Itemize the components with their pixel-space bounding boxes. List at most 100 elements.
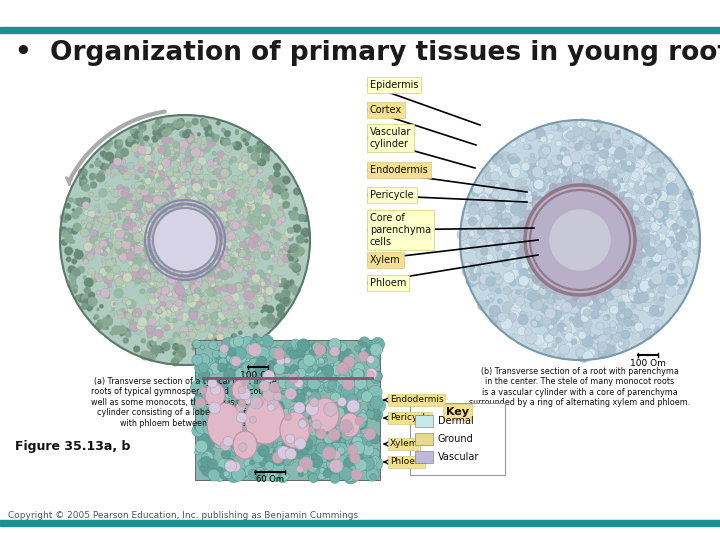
Circle shape bbox=[220, 193, 224, 198]
Circle shape bbox=[117, 276, 124, 282]
Circle shape bbox=[172, 235, 176, 240]
Circle shape bbox=[202, 244, 207, 249]
Circle shape bbox=[584, 154, 594, 165]
Circle shape bbox=[621, 308, 633, 319]
Circle shape bbox=[583, 247, 595, 259]
Circle shape bbox=[580, 246, 585, 252]
Circle shape bbox=[177, 206, 182, 211]
Circle shape bbox=[598, 246, 607, 254]
Circle shape bbox=[676, 228, 680, 233]
Circle shape bbox=[184, 231, 189, 237]
Circle shape bbox=[568, 242, 574, 248]
Circle shape bbox=[182, 172, 191, 180]
Circle shape bbox=[168, 256, 175, 264]
Circle shape bbox=[196, 284, 205, 293]
Circle shape bbox=[222, 217, 228, 222]
Circle shape bbox=[495, 184, 500, 189]
Circle shape bbox=[639, 192, 650, 203]
Circle shape bbox=[469, 274, 480, 284]
Circle shape bbox=[129, 320, 134, 325]
Circle shape bbox=[643, 303, 652, 313]
Circle shape bbox=[153, 258, 161, 265]
Circle shape bbox=[578, 238, 582, 243]
Circle shape bbox=[582, 235, 587, 240]
Circle shape bbox=[655, 211, 665, 220]
Circle shape bbox=[145, 172, 154, 181]
Circle shape bbox=[184, 230, 188, 234]
Circle shape bbox=[636, 229, 646, 238]
Circle shape bbox=[186, 162, 191, 166]
Circle shape bbox=[681, 268, 690, 277]
Circle shape bbox=[547, 341, 559, 353]
Circle shape bbox=[208, 469, 220, 481]
Circle shape bbox=[228, 381, 237, 390]
Circle shape bbox=[238, 410, 246, 419]
Circle shape bbox=[554, 298, 559, 303]
Circle shape bbox=[593, 265, 598, 269]
Circle shape bbox=[279, 188, 283, 192]
Circle shape bbox=[218, 246, 228, 255]
Circle shape bbox=[239, 241, 246, 248]
Circle shape bbox=[194, 220, 204, 229]
Circle shape bbox=[519, 220, 529, 229]
Circle shape bbox=[247, 270, 256, 278]
Circle shape bbox=[140, 288, 145, 294]
Circle shape bbox=[194, 264, 203, 273]
Circle shape bbox=[171, 231, 178, 238]
Circle shape bbox=[562, 127, 569, 133]
Circle shape bbox=[654, 295, 665, 306]
Circle shape bbox=[246, 196, 255, 205]
Circle shape bbox=[670, 285, 680, 295]
Circle shape bbox=[523, 267, 528, 271]
Circle shape bbox=[490, 218, 499, 227]
Circle shape bbox=[197, 232, 204, 239]
Circle shape bbox=[311, 342, 318, 349]
Circle shape bbox=[194, 287, 202, 295]
Circle shape bbox=[629, 293, 638, 301]
Circle shape bbox=[155, 218, 158, 221]
Circle shape bbox=[510, 140, 517, 147]
Circle shape bbox=[544, 277, 552, 286]
Circle shape bbox=[341, 431, 347, 437]
Circle shape bbox=[247, 177, 253, 182]
Circle shape bbox=[598, 346, 605, 353]
Circle shape bbox=[82, 298, 91, 307]
Circle shape bbox=[619, 178, 624, 183]
Circle shape bbox=[596, 213, 607, 224]
Circle shape bbox=[279, 249, 288, 259]
Circle shape bbox=[681, 228, 687, 234]
Circle shape bbox=[507, 240, 515, 248]
Circle shape bbox=[236, 179, 243, 186]
Circle shape bbox=[533, 271, 543, 281]
Circle shape bbox=[261, 233, 269, 241]
Circle shape bbox=[215, 260, 223, 268]
Circle shape bbox=[578, 208, 584, 214]
Circle shape bbox=[635, 224, 642, 231]
Circle shape bbox=[212, 151, 217, 156]
Circle shape bbox=[532, 195, 537, 201]
Circle shape bbox=[351, 387, 359, 394]
Circle shape bbox=[197, 210, 203, 216]
Circle shape bbox=[651, 239, 656, 244]
Circle shape bbox=[564, 150, 570, 156]
Circle shape bbox=[158, 270, 168, 280]
Circle shape bbox=[568, 127, 574, 132]
Circle shape bbox=[517, 204, 526, 213]
Circle shape bbox=[241, 342, 251, 352]
Circle shape bbox=[596, 221, 605, 230]
Circle shape bbox=[216, 352, 228, 363]
Circle shape bbox=[254, 474, 261, 481]
Circle shape bbox=[587, 195, 594, 202]
Circle shape bbox=[220, 345, 228, 353]
Circle shape bbox=[591, 250, 598, 258]
Circle shape bbox=[206, 220, 215, 230]
Circle shape bbox=[168, 228, 177, 236]
Circle shape bbox=[634, 320, 641, 327]
Circle shape bbox=[186, 332, 191, 336]
Circle shape bbox=[259, 287, 265, 293]
Circle shape bbox=[150, 272, 159, 281]
Circle shape bbox=[593, 178, 600, 185]
Circle shape bbox=[155, 239, 163, 248]
Circle shape bbox=[579, 249, 583, 254]
Circle shape bbox=[216, 120, 220, 125]
